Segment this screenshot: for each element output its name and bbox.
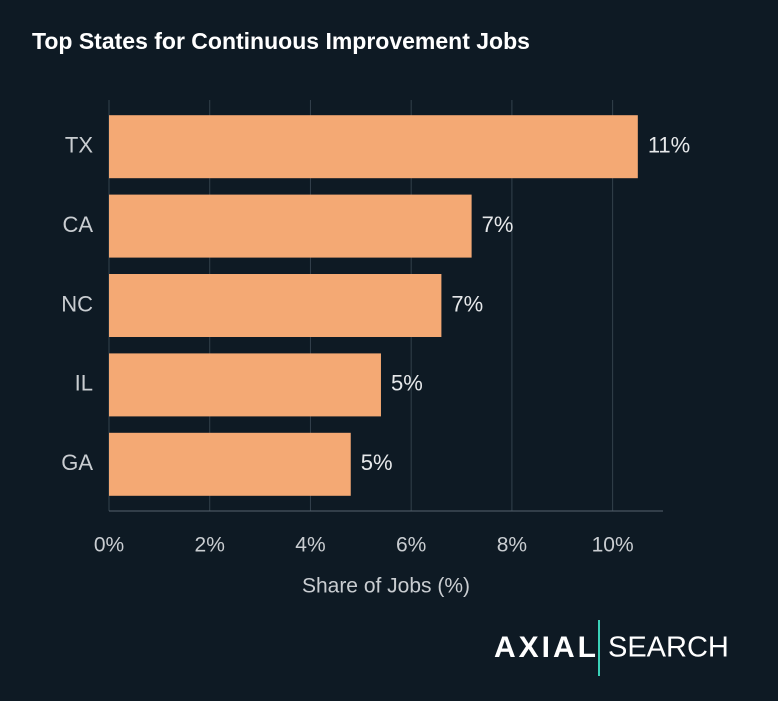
chart-title: Top States for Continuous Improvement Jo… — [32, 28, 530, 54]
value-label: 7% — [482, 212, 514, 237]
x-tick-label: 4% — [295, 534, 325, 557]
x-tick-label: 6% — [396, 534, 426, 557]
bar — [109, 115, 638, 179]
y-tick-label: IL — [75, 371, 93, 396]
value-label: 5% — [361, 450, 393, 475]
bar — [109, 432, 351, 496]
value-label: 5% — [391, 371, 423, 396]
y-tick-label: TX — [65, 133, 93, 158]
y-tick-label: GA — [61, 450, 93, 475]
x-axis-title: Share of Jobs (%) — [302, 575, 470, 598]
y-tick-label: NC — [61, 291, 93, 316]
bar — [109, 274, 442, 337]
x-tick-label: 8% — [497, 534, 527, 557]
x-tick-label: 10% — [592, 534, 634, 557]
value-label: 11% — [648, 133, 690, 158]
logo-product: SEARCH — [608, 632, 729, 664]
bar — [109, 194, 472, 258]
y-tick-label: CA — [62, 212, 93, 237]
x-tick-label: 0% — [94, 534, 124, 557]
logo-brand: AXIAL — [494, 631, 599, 664]
x-tick-label: 2% — [195, 534, 225, 557]
value-label: 7% — [451, 291, 483, 316]
bar — [109, 353, 381, 417]
